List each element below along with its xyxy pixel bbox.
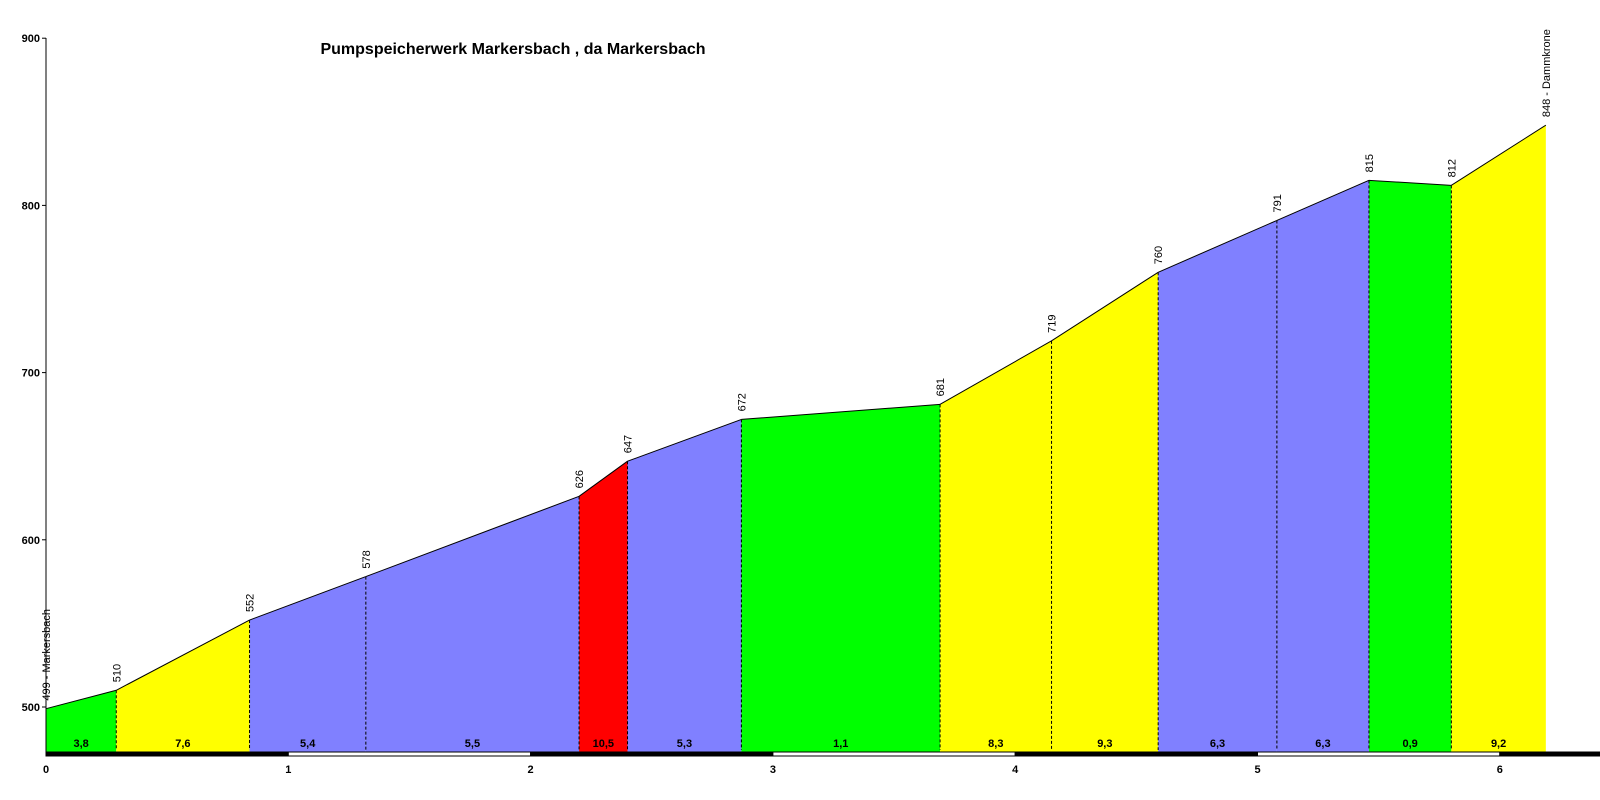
- grade-label: 7,6: [175, 738, 190, 750]
- grade-label: 3,8: [73, 738, 88, 750]
- profile-edge-13: [1451, 124, 1547, 186]
- profile-edge-3: [249, 576, 367, 621]
- profile-edge-1: [45, 689, 117, 710]
- profile-edge-4: [365, 495, 580, 578]
- km-scale-bar: [1257, 751, 1501, 757]
- grade-label: 9,3: [1097, 738, 1112, 750]
- x-tick-label: 0: [43, 764, 49, 776]
- profile-edge-5: [578, 460, 628, 497]
- profile-edge-6: [627, 418, 742, 462]
- profile-edge-7: [741, 403, 941, 420]
- y-tick-label: 800: [22, 200, 40, 212]
- profile-segment-5: [579, 461, 628, 752]
- profile-segment-11: [1276, 180, 1369, 752]
- elevation-label: 848 - Dammkrone: [1541, 29, 1553, 117]
- profile-edge-2: [116, 619, 250, 691]
- x-tick-label: 4: [1012, 764, 1019, 776]
- elevation-label: 626: [574, 470, 586, 488]
- profile-segment-10: [1158, 220, 1277, 752]
- profile-segment-13: [1451, 125, 1546, 753]
- grade-label: 9,2: [1491, 738, 1506, 750]
- km-scale-bar: [45, 751, 289, 757]
- elevation-label: 499 - Markersbach: [41, 609, 53, 701]
- grade-label: 5,5: [465, 738, 480, 750]
- km-scale-bar: [772, 751, 1016, 757]
- km-scale-bar: [530, 751, 774, 757]
- grade-label: 8,3: [988, 738, 1003, 750]
- grade-label: 6,3: [1210, 738, 1225, 750]
- x-tick-label: 1: [285, 764, 291, 776]
- elevation-labels: 499 - Markersbach 510 552 578 626 647 672 681 71…: [41, 29, 1553, 701]
- profile-edge-8: [939, 340, 1052, 405]
- y-tick-label: 900: [22, 33, 40, 45]
- x-tick-label: 5: [1254, 764, 1260, 776]
- profile-segment-9: [1051, 272, 1159, 752]
- grade-labels: 3,8 7,6 5,4 5,5 10,5 5,3 1,1 8,3 9,3 6,3 6,3 0,9 9,2: [73, 738, 1506, 750]
- elevation-label: 578: [361, 550, 373, 568]
- elevation-label: 647: [623, 435, 635, 453]
- profile-segment-6: [627, 419, 742, 752]
- elevation-label: 552: [245, 594, 257, 612]
- elevation-label: 812: [1446, 159, 1458, 177]
- profile-edge-11: [1276, 179, 1370, 221]
- profile-segment-12: [1368, 180, 1452, 752]
- y-tick-label: 700: [22, 368, 40, 380]
- profile-edge-12: [1368, 179, 1452, 186]
- grade-label: 10,5: [593, 738, 614, 750]
- profile-areas: [45, 124, 1547, 753]
- grade-label: 5,3: [677, 738, 692, 750]
- profile-segment-2: [116, 620, 250, 752]
- grade-label: 0,9: [1403, 738, 1418, 750]
- profile-segment-1: [46, 690, 117, 752]
- km-scale-bar: [1499, 751, 1600, 757]
- km-scale-bar: [1014, 751, 1259, 757]
- elevation-label: 791: [1272, 194, 1284, 212]
- profile-segment-4: [365, 496, 580, 752]
- y-tick-label: 600: [22, 535, 40, 547]
- grade-label: 5,4: [300, 738, 316, 750]
- x-tick-label: 6: [1497, 764, 1503, 776]
- elevation-label: 815: [1364, 154, 1376, 172]
- elevation-label: 760: [1153, 246, 1165, 264]
- elevation-label: 672: [736, 393, 748, 411]
- y-tick-label: 500: [22, 702, 40, 714]
- profile-edge-10: [1157, 219, 1278, 273]
- elevation-label: 681: [935, 378, 947, 396]
- profile-edge-9: [1051, 271, 1159, 342]
- profile-segment-3: [249, 576, 366, 752]
- axes: 500 600 700 800 900 0 1 2 3 4 5 6: [22, 33, 1600, 776]
- profile-segment-8: [940, 340, 1052, 752]
- grade-label: 6,3: [1315, 738, 1330, 750]
- elevation-label: 510: [111, 664, 123, 682]
- chart-title: Pumpspeicherwerk Markersbach , da Marker…: [320, 41, 705, 58]
- km-scale-bar: [287, 751, 532, 757]
- x-tick-label: 2: [528, 764, 534, 776]
- profile-segment-7: [741, 404, 941, 752]
- elevation-label: 719: [1047, 314, 1059, 332]
- x-tick-label: 3: [770, 764, 776, 776]
- grade-label: 1,1: [833, 738, 848, 750]
